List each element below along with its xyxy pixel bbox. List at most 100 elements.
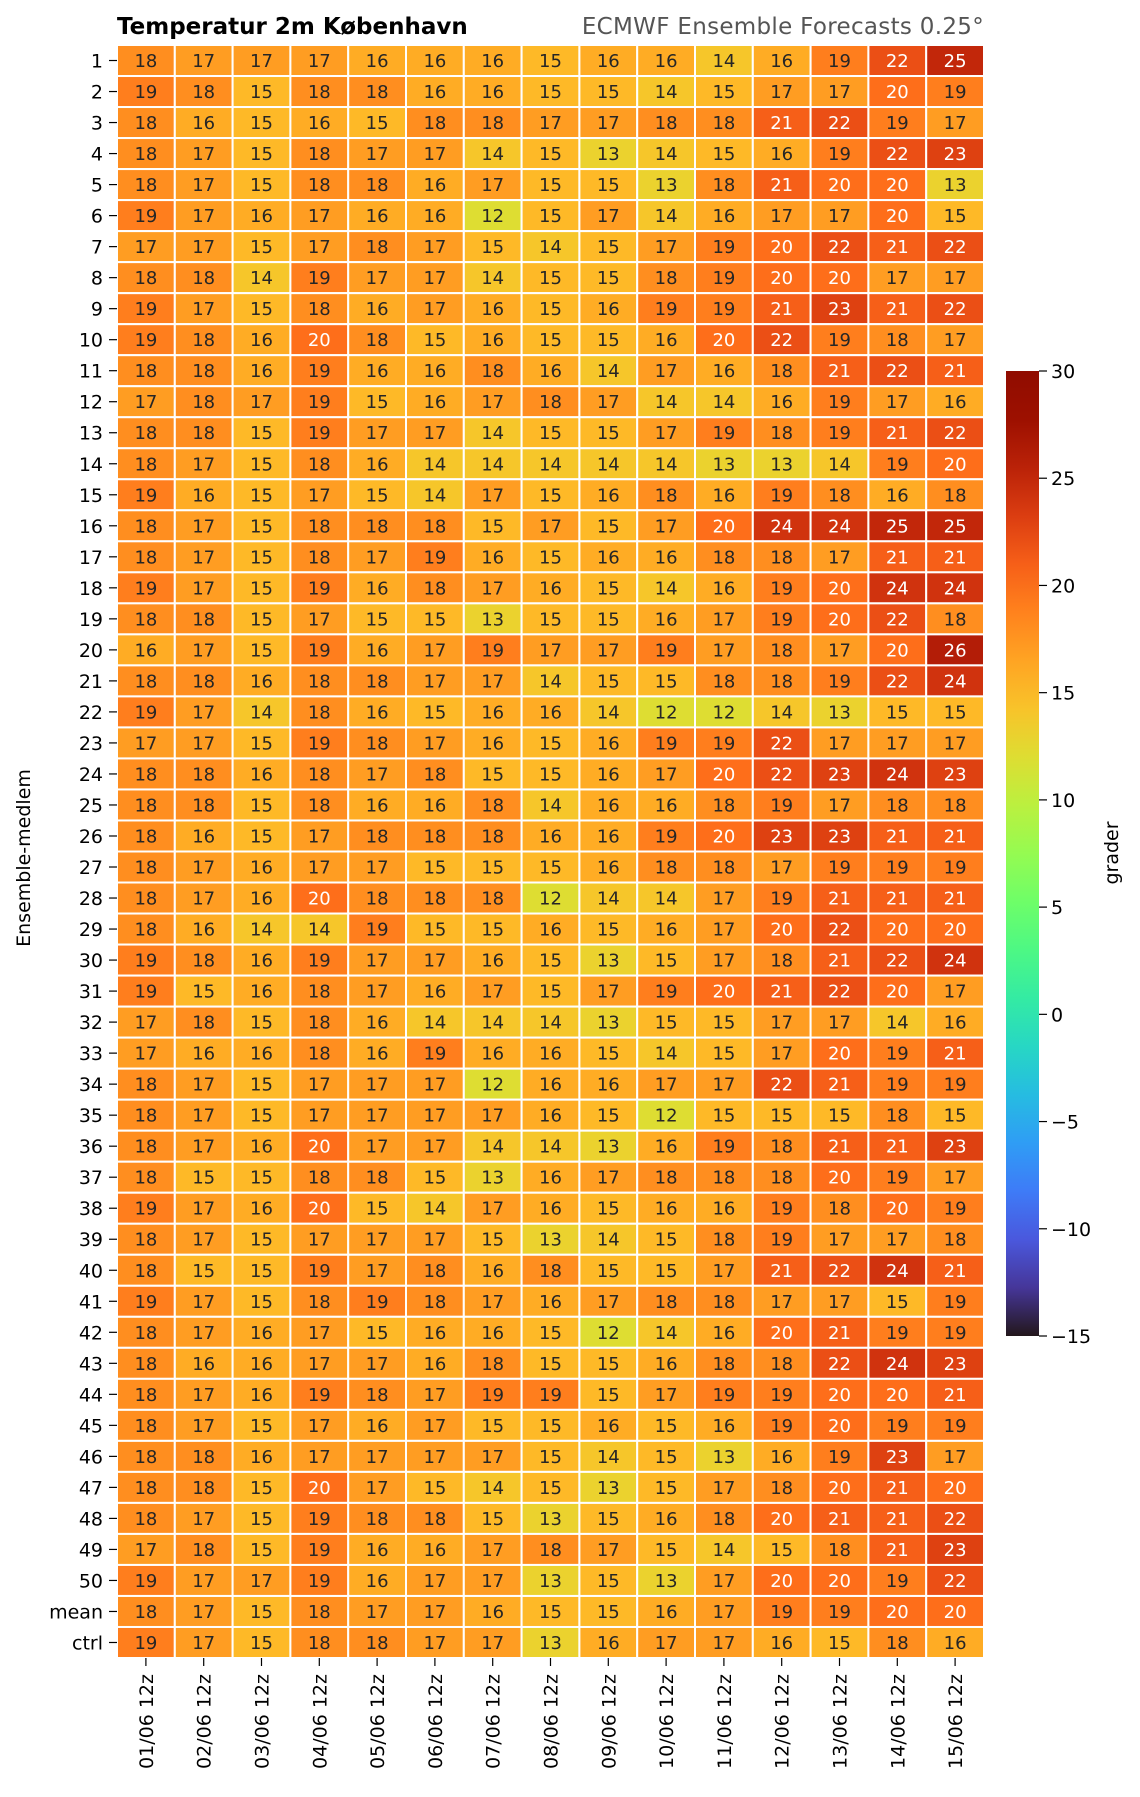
cell-value-label: 21 (944, 1261, 967, 1282)
cell-value-label: 17 (366, 1230, 389, 1251)
cell-value-label: 20 (712, 764, 735, 785)
cell-value-label: 21 (770, 982, 793, 1003)
y-tick-label: 15 (79, 485, 103, 507)
cell-value-label: 16 (192, 1044, 215, 1065)
cell-value-label: 15 (250, 144, 273, 165)
cell-value-label: 15 (250, 640, 273, 661)
cell-value-label: 20 (712, 826, 735, 847)
cell-value-label: 22 (886, 361, 909, 382)
cell-value-label: 17 (192, 1385, 215, 1406)
heatmap-cell (751, 1377, 812, 1411)
cell-value-label: 17 (886, 268, 909, 289)
heatmap-cell (462, 1315, 523, 1349)
cell-value-label: 19 (712, 733, 735, 754)
cell-value-label: 19 (134, 330, 157, 351)
cell-value-label: 19 (481, 640, 504, 661)
cell-value-label: 17 (828, 1230, 851, 1251)
cell-value-label: 20 (886, 982, 909, 1003)
cell-value-label: 18 (134, 1602, 157, 1623)
heatmap-cell (694, 354, 754, 388)
cell-value-label: 17 (192, 1075, 215, 1096)
heatmap-cell (636, 1098, 697, 1132)
cell-value-label: 18 (712, 175, 735, 196)
heatmap-cell (694, 1098, 754, 1132)
cell-value-label: 17 (770, 1013, 793, 1034)
x-tick-label: 15/06 12z (945, 1674, 967, 1769)
cell-value-label: 14 (655, 392, 678, 413)
y-tick-label: 43 (79, 1353, 103, 1375)
y-tick-label: 20 (79, 640, 103, 662)
cell-value-label: 15 (597, 1509, 620, 1530)
cell-value-label: 17 (712, 640, 735, 661)
cell-value-label: 16 (481, 733, 504, 754)
y-tick-label: 26 (79, 826, 103, 848)
cell-value-label: 22 (886, 144, 909, 165)
cell-value-label: 17 (192, 889, 215, 910)
cell-value-label: 15 (423, 609, 446, 630)
heatmap-cell (867, 726, 928, 760)
y-tick-label: 37 (79, 1167, 103, 1189)
cell-value-label: 16 (712, 361, 735, 382)
cell-value-label: 17 (655, 237, 678, 258)
heatmap-cell (925, 261, 986, 295)
heatmap-cell (867, 1408, 928, 1442)
cell-value-label: 16 (366, 206, 389, 227)
cell-value-label: 17 (712, 951, 735, 972)
cell-value-label: 19 (308, 361, 331, 382)
heatmap-cell (173, 602, 234, 636)
cell-value-label: 17 (828, 1292, 851, 1313)
cell-value-label: 14 (423, 454, 446, 475)
cell-value-label: 18 (134, 1354, 157, 1375)
heatmap-cell (751, 540, 812, 574)
cell-value-label: 16 (597, 1416, 620, 1437)
cell-value-label: 24 (944, 578, 967, 599)
heatmap-cell (173, 912, 234, 946)
cell-value-label: 14 (886, 1013, 909, 1034)
cell-value-label: 17 (192, 578, 215, 599)
cell-value-label: 17 (192, 1602, 215, 1623)
cell-value-label: 18 (423, 764, 446, 785)
cell-value-label: 16 (366, 454, 389, 475)
heatmap-cell (462, 540, 523, 574)
cell-value-label: 17 (366, 423, 389, 444)
cell-value-label: 16 (597, 547, 620, 568)
cell-value-label: 17 (192, 1292, 215, 1313)
cell-value-label: 22 (886, 51, 909, 72)
cell-value-label: 18 (134, 795, 157, 816)
heatmap-cell (289, 1439, 350, 1473)
heatmap-cell (231, 1408, 292, 1442)
cell-value-label: 19 (134, 485, 157, 506)
cell-value-label: 16 (250, 982, 273, 1003)
heatmap-cell (520, 571, 581, 605)
heatmap-cell (231, 1470, 292, 1504)
heatmap-cell (578, 540, 639, 574)
cell-value-label: 16 (250, 1323, 273, 1344)
cell-value-label: 17 (366, 144, 389, 165)
y-tick-label: 42 (79, 1322, 103, 1344)
cell-value-label: 14 (655, 206, 678, 227)
cell-value-label: 23 (944, 1540, 967, 1561)
cell-value-label: 25 (944, 516, 967, 537)
cell-value-label: 22 (770, 330, 793, 351)
heatmap-cell (578, 1129, 639, 1163)
x-tick-label: 06/06 12z (425, 1674, 447, 1769)
cell-value-label: 15 (712, 82, 735, 103)
x-tick-label: 04/06 12z (309, 1674, 331, 1769)
cell-value-label: 20 (944, 920, 967, 941)
heatmap-cell (578, 230, 639, 264)
cell-value-label: 21 (828, 951, 851, 972)
cell-value-label: 13 (481, 1168, 504, 1189)
y-tick-label: mean (49, 1601, 103, 1623)
cell-value-label: 20 (828, 1385, 851, 1406)
cell-value-label: 19 (308, 423, 331, 444)
heatmap-cell (231, 726, 292, 760)
y-tick-label: 29 (79, 919, 103, 941)
cell-value-label: 15 (597, 1602, 620, 1623)
heatmap-cell (289, 509, 350, 543)
heatmap-cell (116, 1067, 176, 1101)
cell-value-label: 18 (192, 1013, 215, 1034)
cell-value-label: 17 (366, 1261, 389, 1282)
heatmap-cell (405, 137, 465, 171)
heatmap-cell (578, 168, 639, 202)
cell-value-label: 17 (655, 423, 678, 444)
